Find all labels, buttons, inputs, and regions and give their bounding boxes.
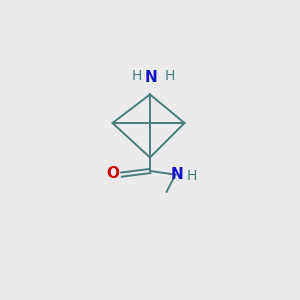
- Text: O: O: [106, 167, 119, 182]
- Text: H: H: [187, 169, 197, 182]
- Text: N: N: [145, 70, 158, 86]
- Text: H: H: [164, 70, 175, 83]
- Text: N: N: [171, 167, 183, 182]
- Text: H: H: [131, 70, 142, 83]
